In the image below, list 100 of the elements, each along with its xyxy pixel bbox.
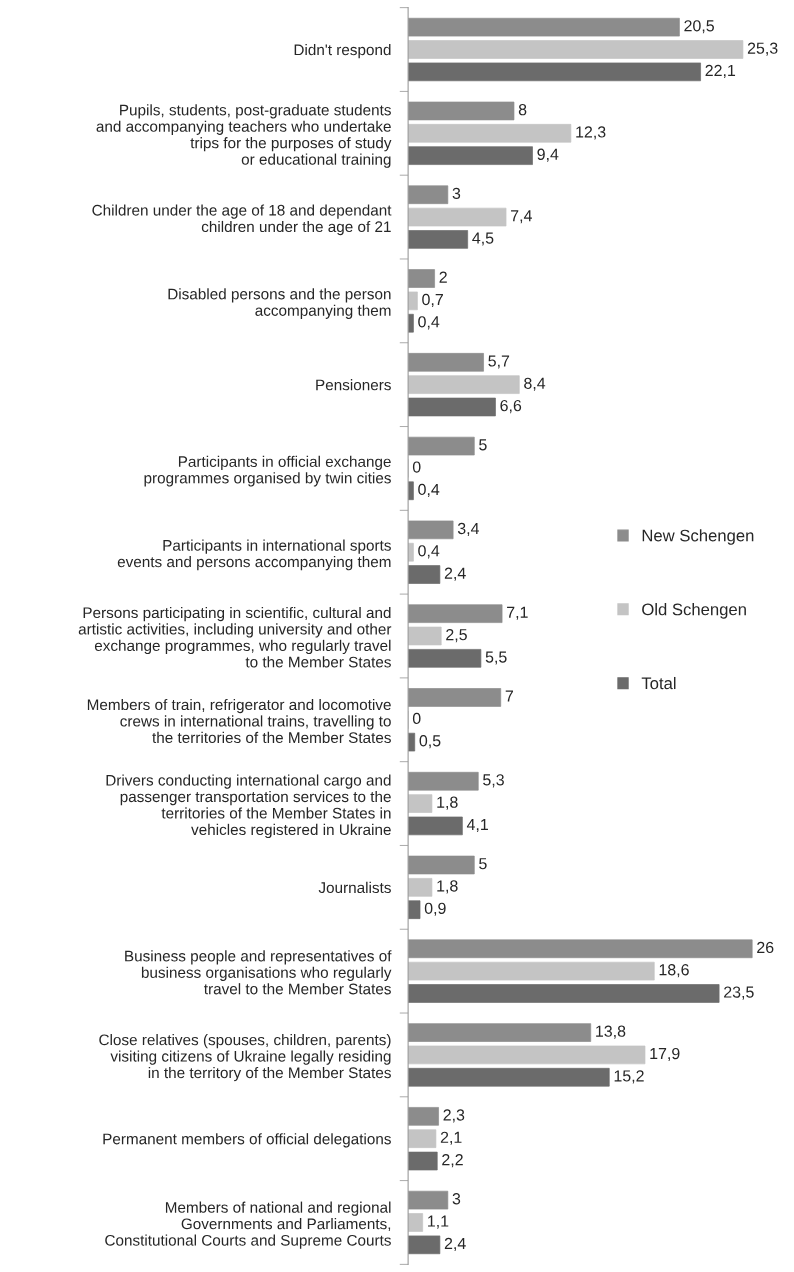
bar	[408, 542, 414, 562]
bar	[408, 520, 454, 540]
data-label: 2,4	[444, 567, 466, 581]
data-label: 6,6	[500, 399, 522, 414]
bar	[408, 185, 449, 205]
bar	[408, 62, 701, 82]
data-label: 8,4	[524, 377, 546, 391]
bar	[408, 1045, 646, 1065]
bar	[408, 397, 496, 417]
bar	[408, 1107, 439, 1126]
bar	[408, 878, 433, 897]
data-label: 7,4	[511, 210, 532, 224]
bar	[408, 1213, 424, 1232]
data-label: 7,1	[507, 606, 528, 620]
bar	[408, 855, 475, 875]
bar	[408, 1151, 438, 1171]
y-tick-label: Journalists	[318, 881, 391, 894]
data-label: 0,9	[424, 902, 446, 916]
bar	[408, 1129, 437, 1148]
bar	[408, 40, 744, 59]
bar	[408, 565, 441, 584]
data-label: 1,1	[428, 1215, 449, 1229]
bar	[408, 626, 442, 646]
legend-label: Total	[641, 676, 676, 690]
y-tick-label: Participants in official exchange programmes organised by twin cities	[144, 455, 391, 487]
data-label: 3,4	[457, 522, 480, 537]
y-tick-label: Participants in international sports events and persons accompanying them	[117, 539, 391, 571]
data-label: 9,4	[537, 148, 559, 162]
data-label: 8	[518, 103, 527, 116]
bar	[408, 771, 479, 791]
data-label: 2,4	[444, 1237, 466, 1251]
data-label: 0,7	[422, 293, 443, 308]
bar	[408, 375, 520, 394]
legend-label: Old Schengen	[642, 603, 746, 619]
y-tick-label: Business people and representatives of business organisations who regularly travel to the Member States	[125, 950, 392, 995]
data-label: 2,1	[440, 1131, 462, 1145]
data-label: 13,8	[596, 1025, 626, 1039]
bar	[408, 688, 502, 707]
bar	[408, 101, 515, 121]
y-tick-label: Members of national and regional Governments and Parliaments, Constitutional Courts and Supreme Courts	[105, 1201, 391, 1249]
y-tick-label: Pupils, students, post-graduate students and accompanying teachers who undertake trips for the purposes of study or educational training	[96, 104, 392, 168]
bar	[408, 900, 421, 919]
data-label: 25,3	[747, 42, 778, 56]
y-tick-label: Pensioners	[316, 379, 391, 391]
data-label: 23,5	[724, 986, 754, 1000]
bar	[408, 1023, 592, 1042]
y-tick-label: Members of train, refrigerator and locomotive crews in international trains, travelling to the territories of the Member States	[87, 698, 391, 744]
y-tick-label: Persons participating in scientific, cultural and artistic activities, including university and other exchange programmes, who regularly travel to the Member States	[78, 606, 392, 668]
y-tick-label: Close relatives (spouses, children, parents) visiting citizens of Ukraine legally residing in the territory of the Member States	[99, 1034, 391, 1082]
bar	[408, 436, 475, 456]
data-label: 0	[412, 461, 421, 473]
data-label: 5,3	[483, 774, 504, 788]
bar	[408, 230, 469, 249]
y-tick-label: Children under the age of 18 and dependant children under the age of 21	[92, 204, 392, 236]
bar	[408, 649, 482, 668]
data-label: 2,3	[443, 1109, 465, 1123]
y-tick-label: Disabled persons and the person accompanying them	[168, 288, 391, 319]
bar	[408, 984, 720, 1003]
y-tick-label: Didn't respond	[294, 43, 391, 59]
data-label: 3	[452, 1193, 461, 1205]
bar	[408, 1067, 610, 1087]
data-label: 0,4	[418, 316, 440, 330]
data-label: 5	[479, 858, 487, 870]
data-label: 18,6	[659, 964, 689, 978]
bar	[408, 1235, 441, 1255]
data-label: 4,1	[466, 819, 488, 833]
y-tick-label: Drivers conducting international cargo and passenger transportation services to the territories of the Member States in vehicles registered in Ukraine	[106, 774, 391, 839]
data-label: 4,5	[472, 232, 494, 246]
bar	[408, 794, 433, 813]
data-label: 7	[505, 690, 513, 702]
bar	[408, 481, 414, 501]
bar	[408, 353, 484, 372]
data-label: 0,4	[418, 545, 440, 559]
y-tick-label: Permanent members of official delegations	[103, 1133, 391, 1148]
data-label: 3	[452, 187, 461, 200]
bar	[408, 313, 414, 333]
data-label: 2,2	[442, 1154, 463, 1168]
bar	[408, 961, 655, 981]
bar	[408, 269, 435, 288]
bar	[408, 1190, 449, 1210]
data-label: 26	[757, 941, 774, 954]
data-label: 12,3	[576, 126, 606, 140]
data-label: 15,2	[614, 1070, 644, 1084]
data-label: 2	[439, 271, 447, 283]
data-label: 5,7	[488, 355, 510, 369]
data-label: 22,1	[705, 64, 736, 79]
data-label: 0	[412, 712, 421, 725]
data-label: 20,5	[684, 20, 714, 34]
bar	[408, 207, 507, 227]
legend-label: New Schengen	[642, 529, 754, 545]
bar	[408, 146, 533, 165]
data-label: 5,5	[485, 651, 507, 665]
data-label: 0,5	[419, 735, 441, 749]
bar	[408, 939, 753, 959]
bar	[408, 816, 463, 836]
data-label: 2,5	[446, 628, 467, 643]
bar	[408, 291, 418, 311]
data-label: 0,4	[418, 483, 440, 497]
data-label: 5	[479, 439, 487, 451]
bar	[408, 17, 680, 37]
